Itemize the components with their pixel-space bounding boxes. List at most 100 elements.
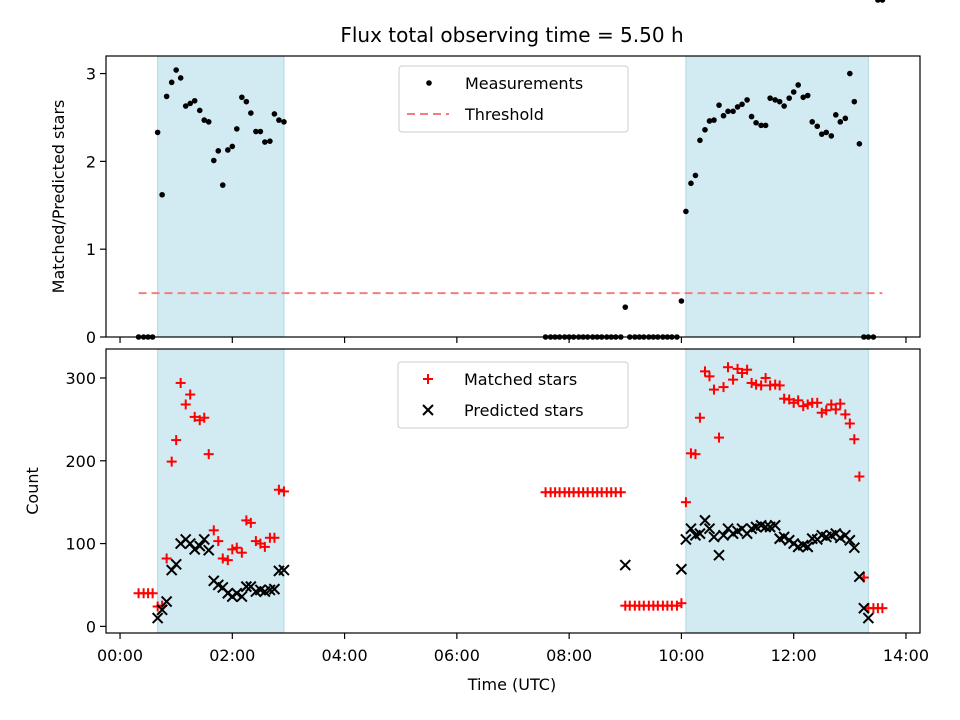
x-b — [212, 579, 224, 591]
data-point — [858, 602, 870, 614]
y-tick-label: 1 — [86, 240, 96, 259]
x-tick-label: 10:00 — [658, 646, 704, 665]
x-b — [797, 539, 809, 551]
data-point — [680, 533, 692, 546]
bottom-panel: 0 100 200 300 00:00 02:00 04:00 06:00 08:00 10:00… — [23, 348, 929, 665]
x-b — [240, 580, 253, 593]
data-point — [800, 94, 807, 101]
x-b — [203, 544, 215, 556]
x-b — [675, 563, 688, 575]
data-point — [832, 112, 839, 118]
data-point — [725, 108, 731, 115]
legend: Measurements Threshold — [398, 65, 629, 133]
shaded-interval — [157, 55, 285, 338]
x-b — [802, 541, 814, 553]
data-point — [259, 541, 270, 552]
data-point — [694, 527, 706, 540]
data-point — [257, 128, 264, 135]
data-point — [273, 484, 284, 495]
data-point — [615, 487, 626, 498]
data-point — [189, 411, 200, 422]
x-tick-label: 14:00 — [883, 646, 929, 665]
y-tick-label: 100 — [65, 535, 96, 554]
data-point — [746, 377, 757, 388]
data-point — [723, 362, 734, 373]
legend-label: Threshold — [464, 105, 544, 124]
data-point — [818, 131, 825, 137]
data-point — [718, 382, 729, 393]
x-b — [231, 587, 243, 599]
x-tick-label: 00:00 — [97, 646, 143, 665]
data-point — [683, 208, 689, 215]
data-point — [236, 590, 248, 603]
data-point — [180, 399, 191, 410]
data-point — [175, 377, 186, 388]
x-b — [680, 533, 692, 546]
chart-title: Flux total observing time = 5.50 h — [340, 23, 683, 47]
data-point — [262, 139, 268, 145]
data-point — [619, 559, 631, 571]
x-b — [816, 529, 828, 542]
data-point — [269, 532, 280, 543]
data-point — [245, 517, 256, 528]
data-point — [187, 100, 194, 107]
data-point — [853, 570, 866, 583]
data-point — [622, 304, 629, 310]
x-b — [769, 519, 781, 532]
data-point — [203, 544, 215, 556]
x-b — [708, 531, 720, 543]
data-point — [837, 119, 844, 125]
data-point — [767, 95, 773, 101]
data-point — [222, 555, 233, 566]
data-point — [851, 98, 858, 105]
data-point — [173, 67, 179, 73]
x-b — [268, 583, 281, 595]
data-point — [166, 456, 177, 467]
data-point — [711, 117, 717, 123]
x-b — [188, 543, 201, 556]
data-point — [842, 115, 849, 122]
x-b — [619, 559, 631, 571]
data-point — [760, 372, 771, 383]
data-point — [734, 104, 741, 110]
data-point — [267, 138, 273, 144]
x-b — [694, 527, 706, 540]
data-point — [756, 380, 767, 391]
x-b — [217, 581, 229, 594]
data-point — [227, 544, 238, 555]
data-point — [713, 549, 725, 561]
data-point — [802, 541, 814, 553]
data-point — [229, 143, 236, 150]
x-b — [755, 519, 767, 532]
data-point — [835, 398, 846, 409]
data-point — [877, 603, 888, 614]
data-point — [840, 409, 851, 420]
data-point — [844, 534, 856, 546]
data-point — [168, 79, 175, 86]
x-tick-label: 08:00 — [546, 646, 592, 665]
data-point — [716, 102, 722, 108]
data-point — [268, 583, 281, 595]
data-point — [196, 107, 203, 114]
data-point — [790, 89, 797, 95]
data-point — [675, 563, 688, 575]
data-point — [185, 389, 196, 400]
data-point — [231, 587, 243, 599]
data-point — [201, 117, 208, 123]
x-b — [254, 584, 267, 596]
data-point — [774, 380, 785, 391]
data-point — [194, 540, 206, 552]
data-point — [786, 95, 792, 101]
y-tick-label: 3 — [86, 65, 96, 84]
y-tick-label: 2 — [86, 152, 96, 171]
data-point — [804, 92, 811, 99]
data-point — [737, 368, 748, 379]
data-point — [702, 126, 708, 133]
data-point — [714, 432, 725, 443]
data-point — [823, 129, 830, 136]
data-point — [160, 595, 173, 608]
x-b — [778, 531, 790, 543]
data-point — [231, 542, 242, 553]
x-tick-label: 04:00 — [322, 646, 368, 665]
y-axis-label: Matched/Predicted stars — [49, 100, 68, 294]
